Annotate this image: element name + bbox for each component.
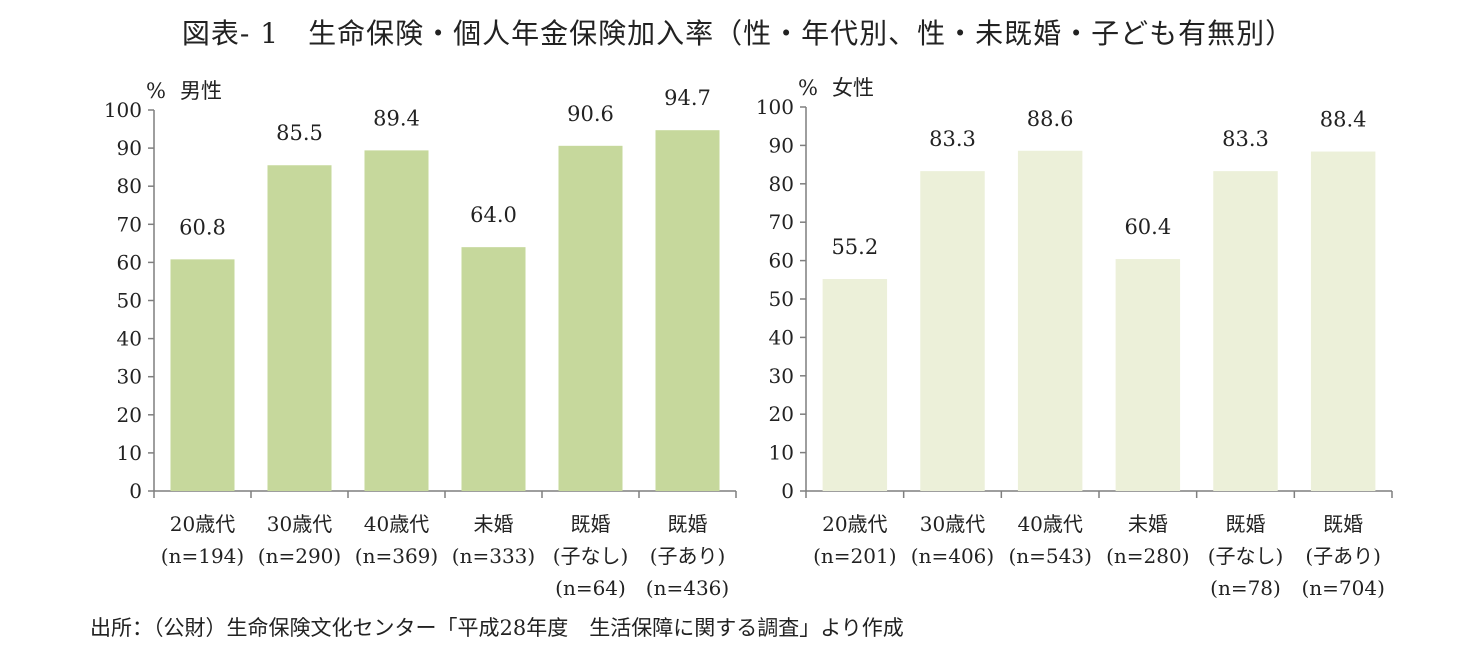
male-category-label: 既婚	[668, 512, 708, 536]
male-y-tick-label: 60	[117, 250, 142, 274]
male-value-label: 90.6	[567, 102, 614, 126]
male-category-label: 40歳代	[364, 512, 429, 536]
female-bar	[1213, 171, 1278, 492]
female-category-label: (子あり)	[1305, 544, 1381, 568]
male-category-label: (n=333)	[452, 544, 535, 568]
male-y-tick-label: 10	[117, 441, 142, 465]
female-panel-label: 女性	[832, 76, 874, 100]
female-category-label: (n=704)	[1301, 576, 1384, 600]
male-y-tick-label: 80	[117, 174, 142, 198]
male-category-label: (子あり)	[650, 544, 726, 568]
female-bar	[1017, 150, 1083, 491]
female-category-label: (n=201)	[813, 544, 896, 568]
female-bar	[920, 171, 985, 492]
female-category-label: 30歳代	[920, 512, 985, 536]
female-bar	[1115, 259, 1181, 491]
male-category-label: 既婚	[571, 512, 611, 536]
male-y-tick-label: 0	[129, 479, 142, 503]
source-note: 出所：（公財）生命保険文化センター「平成28年度 生活保障に関する調査」より作成	[90, 616, 904, 640]
male-category-label: (n=64)	[555, 576, 626, 600]
female-y-tick-label: 80	[769, 172, 794, 196]
male-category-label: 20歳代	[170, 512, 235, 536]
female-category-label: (n=280)	[1106, 544, 1189, 568]
female-y-tick-label: 70	[769, 210, 794, 234]
female-y-tick-label: 90	[769, 133, 794, 157]
female-y-tick-label: 20	[769, 402, 794, 426]
female-category-label: (n=543)	[1008, 544, 1091, 568]
male-category-label: 未婚	[474, 512, 514, 536]
female-value-label: 55.2	[831, 235, 878, 259]
female-category-label: 未婚	[1128, 512, 1168, 536]
male-y-tick-label: 20	[117, 403, 142, 427]
female-value-label: 60.4	[1124, 215, 1171, 239]
male-category-label: (n=369)	[355, 544, 438, 568]
female-bar	[822, 279, 888, 491]
male-value-label: 60.8	[179, 215, 226, 239]
male-value-label: 64.0	[470, 203, 517, 227]
female-y-tick-label: 30	[769, 364, 794, 388]
male-category-label: (n=290)	[258, 544, 341, 568]
male-value-label: 85.5	[276, 121, 323, 145]
male-y-tick-label: 50	[117, 289, 142, 313]
female-value-label: 88.4	[1320, 108, 1367, 132]
female-category-label: (n=78)	[1210, 576, 1281, 600]
male-bar	[655, 130, 720, 491]
female-y-tick-label: 0	[781, 479, 794, 503]
female-category-label: 20歳代	[822, 512, 887, 536]
male-y-tick-label: 90	[117, 136, 142, 160]
male-category-label: (子なし)	[553, 544, 629, 568]
male-bar	[170, 259, 235, 491]
female-category-label: (子なし)	[1208, 544, 1284, 568]
female-value-label: 83.3	[1222, 127, 1269, 151]
male-y-tick-label: 70	[117, 212, 142, 236]
male-panel-label: 男性	[180, 79, 222, 103]
female-value-label: 83.3	[929, 127, 976, 151]
female-y-tick-label: 40	[769, 325, 794, 349]
female-y-tick-label: 50	[769, 287, 794, 311]
male-bar	[461, 247, 526, 491]
female-y-tick-label: 60	[769, 249, 794, 273]
female-value-label: 88.6	[1027, 107, 1074, 131]
male-y-tick-label: 30	[117, 365, 142, 389]
male-bar	[558, 145, 623, 491]
female-y-tick-label: 10	[769, 441, 794, 465]
female-unit-label: %	[798, 76, 818, 100]
male-bar	[267, 165, 332, 491]
female-category-label: 40歳代	[1017, 512, 1082, 536]
male-unit-label: %	[146, 79, 166, 103]
male-category-label: 30歳代	[267, 512, 332, 536]
male-value-label: 89.4	[373, 106, 420, 130]
male-bar	[364, 150, 429, 492]
female-category-label: 既婚	[1323, 512, 1363, 536]
female-bar	[1310, 151, 1376, 491]
female-category-label: (n=406)	[911, 544, 994, 568]
male-category-label: (n=194)	[161, 544, 244, 568]
male-y-tick-label: 100	[104, 98, 142, 122]
chart-title: 図表- 1 生命保険・個人年金保険加入率（性・年代別、性・未既婚・子ども有無別）	[181, 17, 1295, 50]
male-value-label: 94.7	[664, 86, 711, 110]
male-category-label: (n=436)	[646, 576, 729, 600]
male-y-tick-label: 40	[117, 327, 142, 351]
female-y-tick-label: 100	[756, 95, 794, 119]
female-category-label: 既婚	[1226, 512, 1266, 536]
